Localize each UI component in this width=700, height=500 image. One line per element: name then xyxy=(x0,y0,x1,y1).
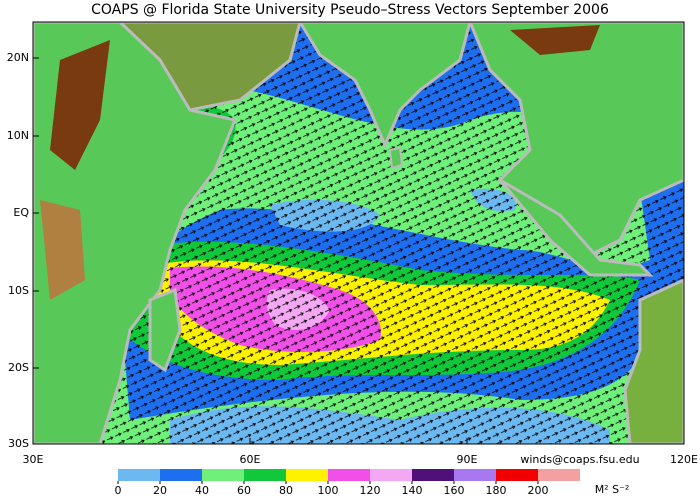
colorbar-unit: M² S⁻² xyxy=(595,483,630,496)
land-arabia xyxy=(117,22,302,112)
colorbar-swatch xyxy=(496,469,538,481)
colorbar-swatch xyxy=(202,469,244,481)
colorbar-swatch xyxy=(454,469,496,481)
terrain-east-africa xyxy=(40,200,85,300)
colorbar-swatch xyxy=(412,469,454,481)
colorbar-swatch xyxy=(538,469,580,481)
lon-label: 120E xyxy=(670,453,698,466)
land-sumatra-java xyxy=(498,178,654,277)
colorbar-swatch xyxy=(328,469,370,481)
colorbar-label: 160 xyxy=(444,484,465,497)
plot-frame xyxy=(32,21,685,445)
lat-label: 20S xyxy=(8,361,29,374)
colorbar-label: 0 xyxy=(115,484,122,497)
colorbar-label: 20 xyxy=(153,484,167,497)
land-srilanka xyxy=(388,146,404,170)
map-plot xyxy=(33,22,684,444)
lat-axis: 20N 10N EQ 10S 20S 30S xyxy=(7,51,39,450)
colorbar-swatch xyxy=(244,469,286,481)
land-australia xyxy=(623,278,684,444)
colorbar-label: 180 xyxy=(486,484,507,497)
lon-label: 60E xyxy=(240,453,261,466)
colorbar-swatch xyxy=(160,469,202,481)
lon-label: 30E xyxy=(23,453,44,466)
colorbar-label: 140 xyxy=(402,484,423,497)
colorbar-label: 40 xyxy=(195,484,209,497)
map-title: COAPS @ Florida State University Pseudo–… xyxy=(91,2,609,18)
colorbar: 0 20 40 60 80 100 120 140 160 180 200 xyxy=(115,469,580,497)
lon-label: 90E xyxy=(457,453,478,466)
colorbar-label: 120 xyxy=(360,484,381,497)
colorbar-label: 80 xyxy=(279,484,293,497)
terrain-himalaya xyxy=(510,25,600,55)
colorbar-swatch xyxy=(286,469,328,481)
lat-label: EQ xyxy=(13,206,29,219)
colorbar-label: 100 xyxy=(318,484,339,497)
colorbar-label: 200 xyxy=(528,484,549,497)
colorbar-swatch xyxy=(118,469,160,481)
land-india xyxy=(298,22,472,149)
contact: winds@coaps.fsu.edu xyxy=(520,453,639,466)
lat-label: 30S xyxy=(8,437,29,450)
lon-axis: 30E 60E 90E 120E xyxy=(23,438,698,466)
lat-label: 10N xyxy=(7,129,29,142)
terrain-ethiopia xyxy=(50,40,110,170)
land-madagascar xyxy=(148,287,182,373)
lat-label: 10S xyxy=(8,284,29,297)
colorbar-swatch xyxy=(370,469,412,481)
lat-label: 20N xyxy=(7,51,29,64)
colorbar-label: 60 xyxy=(237,484,251,497)
